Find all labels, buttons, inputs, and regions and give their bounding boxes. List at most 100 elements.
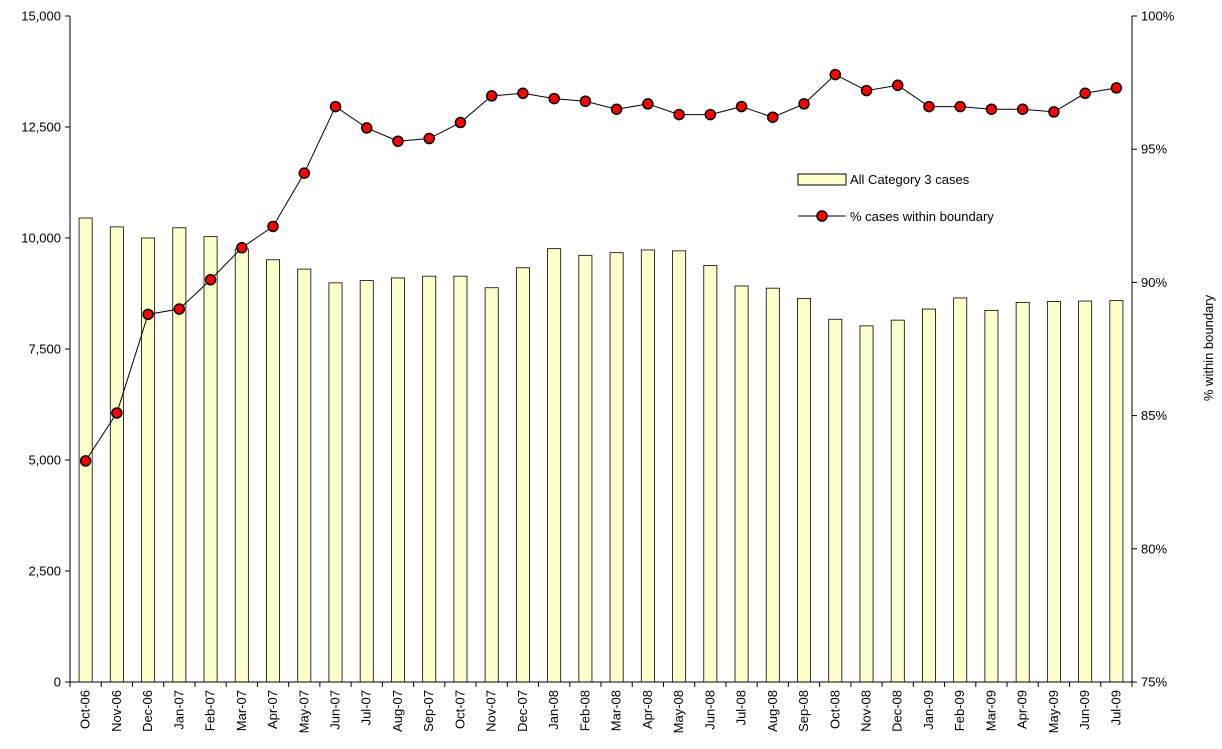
x-tick-label: Jun-08 xyxy=(702,690,717,730)
line-point xyxy=(673,108,685,121)
bar xyxy=(609,252,624,683)
right-tick-label: 100% xyxy=(1141,9,1175,24)
x-tick-label: Feb-07 xyxy=(203,690,218,731)
x-tick-label: Dec-06 xyxy=(140,690,155,732)
line-point xyxy=(548,92,560,105)
line-point xyxy=(704,108,717,121)
left-tick-label: 12,500 xyxy=(21,120,61,135)
line-point xyxy=(1048,106,1060,118)
right-tick-label: 90% xyxy=(1141,275,1167,290)
x-tick-label: Feb-09 xyxy=(952,690,967,731)
axes xyxy=(65,15,1137,687)
left-tick-label: 2,500 xyxy=(28,564,61,579)
line-point xyxy=(985,103,998,115)
line-point xyxy=(798,98,810,110)
bar xyxy=(984,309,999,683)
bar xyxy=(1109,300,1124,683)
x-tick-label: Nov-07 xyxy=(484,690,499,732)
bar xyxy=(703,265,718,683)
left-tick-label: 10,000 xyxy=(21,231,61,246)
x-tick-label: Jul-07 xyxy=(359,690,374,725)
x-tick-label: Jun-07 xyxy=(328,690,343,730)
line-point xyxy=(767,111,779,123)
line-point xyxy=(423,132,435,145)
x-tick-label: May-08 xyxy=(671,690,686,733)
right-tick-label: 95% xyxy=(1141,142,1167,157)
line-point xyxy=(267,220,279,233)
line-point xyxy=(173,303,186,315)
legend: All Category 3 cases % cases within boun… xyxy=(797,172,994,224)
line-point xyxy=(1016,103,1029,115)
x-tick-label: Aug-07 xyxy=(390,690,405,732)
left-tick-label: 0 xyxy=(54,675,61,690)
legend-marker-icon xyxy=(816,210,828,222)
line-point xyxy=(329,100,342,113)
bar xyxy=(797,297,811,683)
line-point xyxy=(360,122,373,134)
x-tick-label: Oct-06 xyxy=(78,690,93,729)
x-tick-label: Aug-08 xyxy=(765,690,780,732)
line-point xyxy=(829,68,842,81)
bar xyxy=(828,318,843,683)
bar xyxy=(640,249,655,683)
legend-label-bars: All Category 3 cases xyxy=(850,172,970,187)
bar xyxy=(141,237,156,683)
bar xyxy=(922,308,936,683)
x-tick-label: Mar-07 xyxy=(234,690,249,731)
line-point xyxy=(579,95,592,107)
line-point xyxy=(891,79,904,92)
bar xyxy=(515,267,530,683)
x-tick-label: Mar-09 xyxy=(983,690,998,731)
line-point xyxy=(236,242,248,254)
bar-series xyxy=(78,217,1124,683)
bar xyxy=(297,268,312,683)
line-point xyxy=(204,273,217,286)
bar xyxy=(328,282,343,683)
bar xyxy=(859,325,874,683)
bar xyxy=(547,248,562,683)
x-tick-label: Oct-07 xyxy=(452,690,467,729)
tick-labels: 0 2,500 5,000 7,500 10,000 12,500 15,000 75% 80%… xyxy=(21,9,1174,734)
x-tick-label: Jan-07 xyxy=(171,690,186,730)
line-point xyxy=(954,100,966,113)
line-point xyxy=(923,100,935,113)
line-point xyxy=(860,84,873,97)
x-tick-label: May-07 xyxy=(296,690,311,733)
x-tick-label: Apr-08 xyxy=(640,690,655,729)
bar xyxy=(422,275,437,683)
x-tick-label: Oct-08 xyxy=(827,690,842,729)
x-tick-label: Mar-08 xyxy=(609,690,624,731)
left-tick-label: 15,000 xyxy=(21,9,61,24)
x-tick-label: Apr-09 xyxy=(1015,690,1030,729)
x-tick-label: Jun-09 xyxy=(1077,690,1092,730)
x-tick-label: Jan-09 xyxy=(921,690,936,730)
right-tick-label: 85% xyxy=(1141,408,1167,423)
line-point xyxy=(392,135,404,147)
bar xyxy=(765,287,780,683)
bar xyxy=(172,227,187,683)
bar xyxy=(578,254,593,683)
legend-label-line: % cases within boundary xyxy=(850,209,994,224)
line-point xyxy=(142,308,154,321)
x-tick-label: Apr-07 xyxy=(265,690,280,729)
series-line xyxy=(85,74,1117,462)
bar xyxy=(453,275,468,683)
bar xyxy=(391,277,405,683)
bar xyxy=(234,248,249,683)
right-tick-label: 80% xyxy=(1141,541,1167,556)
bar xyxy=(1046,301,1061,683)
bar xyxy=(266,259,280,683)
bar xyxy=(890,319,905,683)
legend-bar-swatch xyxy=(797,173,847,186)
line-point xyxy=(610,103,623,115)
bar xyxy=(953,297,968,683)
line-point xyxy=(735,100,748,113)
line-point xyxy=(79,455,92,467)
bar xyxy=(109,226,124,683)
left-tick-label: 7,500 xyxy=(28,342,61,357)
left-tick-label: 5,000 xyxy=(28,453,61,468)
x-tick-label: May-09 xyxy=(1046,690,1061,733)
bar xyxy=(1078,300,1093,683)
right-tick-label: 75% xyxy=(1141,675,1167,690)
x-tick-label: Dec-08 xyxy=(890,690,905,732)
